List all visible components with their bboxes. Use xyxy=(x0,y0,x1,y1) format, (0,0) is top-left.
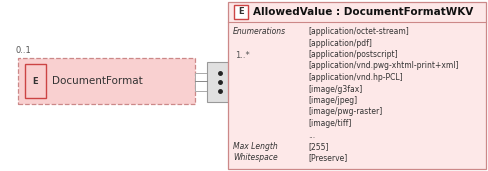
Text: 1..*: 1..* xyxy=(235,51,250,60)
Text: AllowedValue : DocumentFormatWKV: AllowedValue : DocumentFormatWKV xyxy=(253,7,473,17)
Text: [image/jpeg]: [image/jpeg] xyxy=(308,96,357,105)
Text: Max Length: Max Length xyxy=(233,142,278,151)
Text: Whitespace: Whitespace xyxy=(233,154,278,162)
Bar xyxy=(234,5,248,19)
Text: Enumerations: Enumerations xyxy=(233,27,286,36)
Text: 0..1: 0..1 xyxy=(16,46,32,55)
Text: [application/vnd.hp-PCL]: [application/vnd.hp-PCL] xyxy=(308,73,403,82)
Bar xyxy=(228,2,486,169)
Text: [application/vnd.pwg-xhtml-print+xml]: [application/vnd.pwg-xhtml-print+xml] xyxy=(308,62,459,70)
Text: [application/postscript]: [application/postscript] xyxy=(308,50,398,59)
Bar xyxy=(195,73,207,91)
Text: [Preserve]: [Preserve] xyxy=(308,154,347,162)
Bar xyxy=(18,58,195,104)
Text: ...: ... xyxy=(308,130,315,140)
Bar xyxy=(25,64,46,98)
Text: [image/g3fax]: [image/g3fax] xyxy=(308,84,362,94)
Text: E: E xyxy=(33,76,39,86)
Text: [image/pwg-raster]: [image/pwg-raster] xyxy=(308,108,382,116)
Text: [255]: [255] xyxy=(308,142,328,151)
Bar xyxy=(207,62,232,102)
Text: [image/tiff]: [image/tiff] xyxy=(308,119,351,128)
Text: [application/pdf]: [application/pdf] xyxy=(308,38,372,48)
Text: E: E xyxy=(238,8,244,16)
Text: DocumentFormat: DocumentFormat xyxy=(52,76,143,86)
Text: [application/octet-stream]: [application/octet-stream] xyxy=(308,27,409,36)
